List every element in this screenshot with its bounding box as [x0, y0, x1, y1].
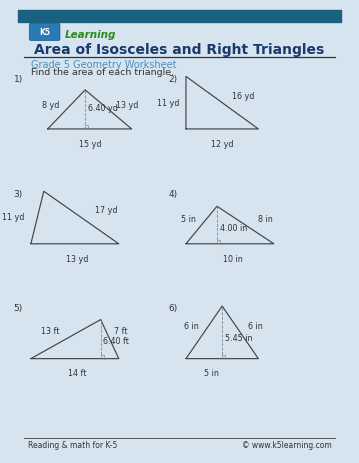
Text: 13 yd: 13 yd — [116, 100, 139, 109]
Text: 11 yd: 11 yd — [2, 213, 24, 222]
Text: 6): 6) — [169, 304, 178, 313]
Text: 17 yd: 17 yd — [95, 205, 118, 214]
Text: 4): 4) — [169, 189, 178, 198]
Text: 2): 2) — [169, 75, 178, 83]
Text: 16 yd: 16 yd — [233, 92, 255, 101]
Text: 10 in: 10 in — [223, 254, 242, 263]
Text: 8 yd: 8 yd — [42, 100, 59, 109]
Text: 1): 1) — [14, 75, 23, 83]
Text: 13 ft: 13 ft — [41, 326, 59, 335]
Text: 14 ft: 14 ft — [68, 369, 87, 378]
Text: Area of Isosceles and Right Triangles: Area of Isosceles and Right Triangles — [34, 43, 325, 56]
Text: 7 ft: 7 ft — [113, 326, 127, 335]
Text: 5): 5) — [14, 304, 23, 313]
Text: 6.40 ft: 6.40 ft — [103, 337, 129, 345]
Text: 5.45 in: 5.45 in — [225, 333, 252, 342]
Text: 3): 3) — [14, 189, 23, 198]
Text: Learning: Learning — [65, 30, 116, 40]
Text: 13 yd: 13 yd — [66, 254, 89, 263]
Text: 12 yd: 12 yd — [211, 139, 233, 148]
Bar — [18, 11, 341, 23]
Text: 5 in: 5 in — [204, 369, 219, 378]
Text: Find the area of each triangle.: Find the area of each triangle. — [31, 68, 174, 77]
Text: Grade 5 Geometry Worksheet: Grade 5 Geometry Worksheet — [31, 60, 176, 70]
Text: 8 in: 8 in — [258, 214, 273, 223]
Text: 11 yd: 11 yd — [157, 99, 180, 108]
Text: K5: K5 — [39, 28, 50, 37]
Text: 4.00 in: 4.00 in — [220, 223, 247, 232]
Text: Reading & math for K-5: Reading & math for K-5 — [28, 440, 117, 449]
Text: 15 yd: 15 yd — [79, 139, 102, 148]
Text: 6 in: 6 in — [184, 321, 199, 331]
FancyBboxPatch shape — [29, 24, 60, 42]
Text: © www.k5learning.com: © www.k5learning.com — [242, 440, 331, 449]
Text: 6 in: 6 in — [248, 321, 263, 331]
Text: 6.40 yd: 6.40 yd — [88, 104, 118, 113]
Text: 5 in: 5 in — [181, 214, 196, 223]
